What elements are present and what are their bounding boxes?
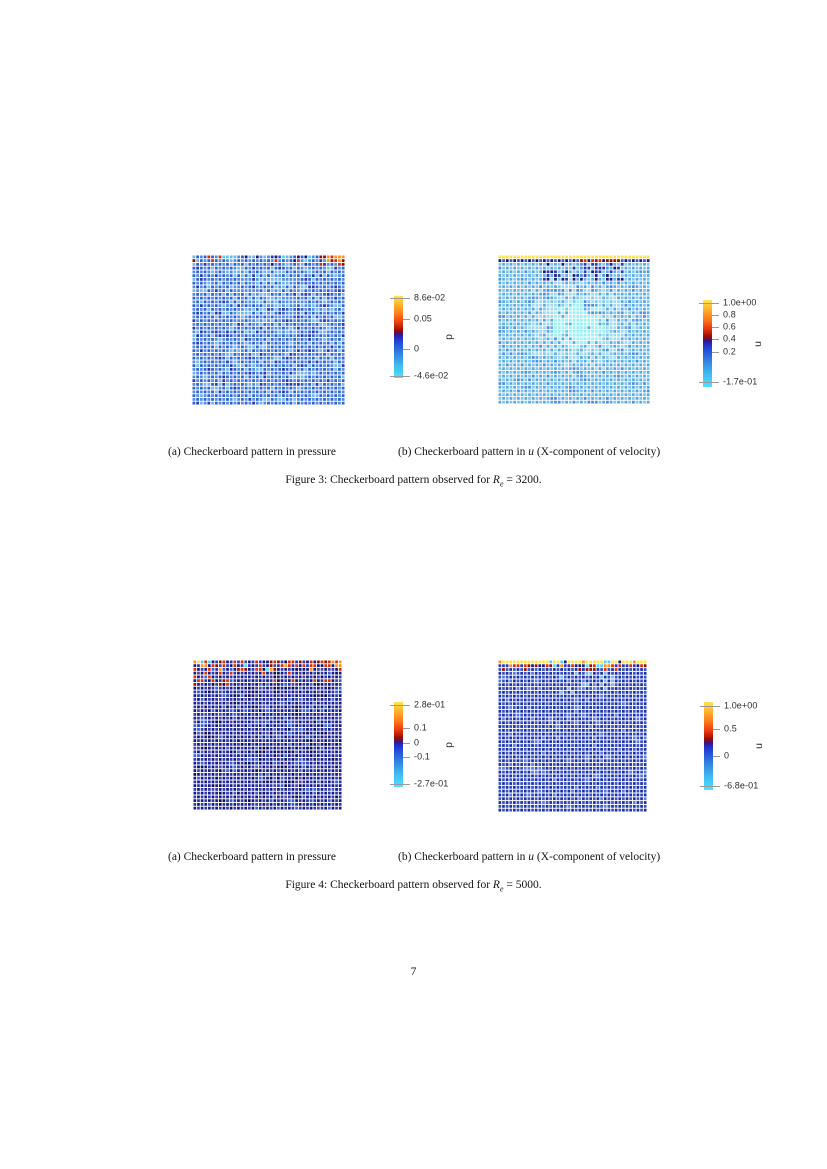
colorbar-tick-label: -2.7e-01	[414, 778, 449, 789]
colorbar-tick	[700, 786, 720, 788]
colorbar-tick-label: 0.05	[414, 313, 432, 324]
colorbar-tick-label: 0.5	[724, 723, 737, 734]
colorbar-tick	[713, 755, 720, 757]
colorbar-tick-label: 0.1	[414, 722, 427, 733]
colorbar-tick	[403, 757, 410, 759]
colorbar-gradient	[703, 300, 712, 387]
colorbar-tick	[712, 326, 719, 328]
colorbar-tick	[699, 381, 719, 383]
caption-text: = 3200.	[503, 474, 542, 486]
subcaption-text: (a) Checkerboard pattern in pressure	[168, 446, 336, 458]
colorbar-axis-title: u	[752, 743, 765, 749]
colorbar-axis-title: u	[751, 340, 764, 347]
colorbar-tick-label: 0.8	[723, 309, 736, 320]
colorbar-tick-label: 0.2	[723, 346, 736, 357]
colorbar-tick	[712, 339, 719, 341]
figure4a-colorbar: 2.8e-01 0.1 0 -0.1 -2.7e-01 p	[390, 699, 455, 789]
colorbar-tick	[712, 352, 719, 354]
colorbar-tick-label: 0	[724, 750, 730, 761]
figure4b-colorbar: 1.0e+00 0.5 0 -6.8e-01 u	[700, 700, 765, 791]
figure4b-subcaption: (b) Checkerboard pattern in u (X-compone…	[398, 851, 660, 863]
colorbar-tick	[403, 349, 410, 351]
figure3b-velocity-scatter-plot	[498, 255, 650, 404]
colorbar-gradient	[394, 702, 403, 787]
colorbar-axis-title: p	[442, 334, 455, 340]
figure3-caption: Figure 3: Checkerboard pattern observed …	[0, 474, 827, 488]
colorbar-tick-label: 0.6	[723, 321, 736, 332]
colorbar-tick-label: 1.0e+00	[723, 297, 757, 308]
colorbar-tick	[390, 375, 410, 377]
colorbar-tick-label: 0	[414, 343, 420, 354]
colorbar-tick-label: 0.4	[723, 333, 736, 344]
colorbar-axis-title: p	[442, 741, 455, 748]
colorbar-tick-label: 0	[414, 737, 420, 748]
subcaption-text: (b) Checkerboard pattern in	[398, 446, 529, 458]
figure3b-colorbar: 1.0e+00 0.8 0.6 0.4 0.2 -1.7e-01 u	[699, 298, 764, 387]
subcaption-text: (X-component of velocity)	[534, 851, 661, 863]
colorbar-tick	[403, 742, 410, 744]
subcaption-text: (b) Checkerboard pattern in	[398, 851, 529, 863]
figure4a-pressure-scatter-plot	[193, 660, 342, 810]
figure3a-subcaption: (a) Checkerboard pattern in pressure	[168, 446, 336, 458]
figure3b-subcaption: (b) Checkerboard pattern in u (X-compone…	[398, 446, 660, 458]
subcaption-math-var: u	[528, 851, 535, 863]
caption-text: Figure 3: Checkerboard pattern observed …	[285, 474, 493, 486]
colorbar-tick-label: 2.8e-01	[414, 699, 446, 710]
colorbar-tick	[403, 728, 410, 730]
figure3a-colorbar: 8.6e-02 0.05 0 -4.6e-02 p	[390, 293, 455, 380]
colorbar-tick	[712, 314, 719, 316]
caption-math-var: R	[492, 879, 500, 891]
colorbar-gradient	[394, 296, 403, 378]
colorbar-tick-label: 1.0e+00	[724, 700, 758, 711]
caption-text: = 5000.	[503, 879, 542, 891]
colorbar-tick-label: 8.6e-02	[414, 292, 446, 303]
colorbar-tick	[700, 705, 720, 707]
colorbar-tick	[390, 704, 410, 706]
caption-math-sub: e	[499, 479, 504, 489]
colorbar-tick	[390, 298, 410, 300]
subcaption-text: (X-component of velocity)	[534, 446, 661, 458]
colorbar-tick-label: -1.7e-01	[723, 376, 758, 387]
caption-math-sub: e	[499, 884, 504, 894]
colorbar-tick	[403, 318, 410, 320]
figure4a-subcaption: (a) Checkerboard pattern in pressure	[168, 851, 336, 863]
colorbar-tick	[390, 784, 410, 786]
caption-math-var: R	[492, 474, 500, 486]
colorbar-tick	[713, 729, 720, 731]
colorbar-tick-label: -4.6e-02	[414, 370, 449, 381]
figure4b-velocity-scatter-plot	[498, 660, 647, 812]
figure4-caption: Figure 4: Checkerboard pattern observed …	[0, 879, 827, 893]
figure3a-pressure-scatter-plot	[192, 255, 345, 405]
colorbar-tick-label: -6.8e-01	[724, 780, 759, 791]
subcaption-math-var: u	[528, 446, 535, 458]
colorbar-tick-label: -0.1	[414, 751, 430, 762]
colorbar-tick	[699, 303, 719, 305]
colorbar-gradient	[704, 702, 713, 790]
page-number: 7	[410, 966, 417, 978]
subcaption-text: (a) Checkerboard pattern in pressure	[168, 851, 336, 863]
caption-text: Figure 4: Checkerboard pattern observed …	[285, 879, 493, 891]
